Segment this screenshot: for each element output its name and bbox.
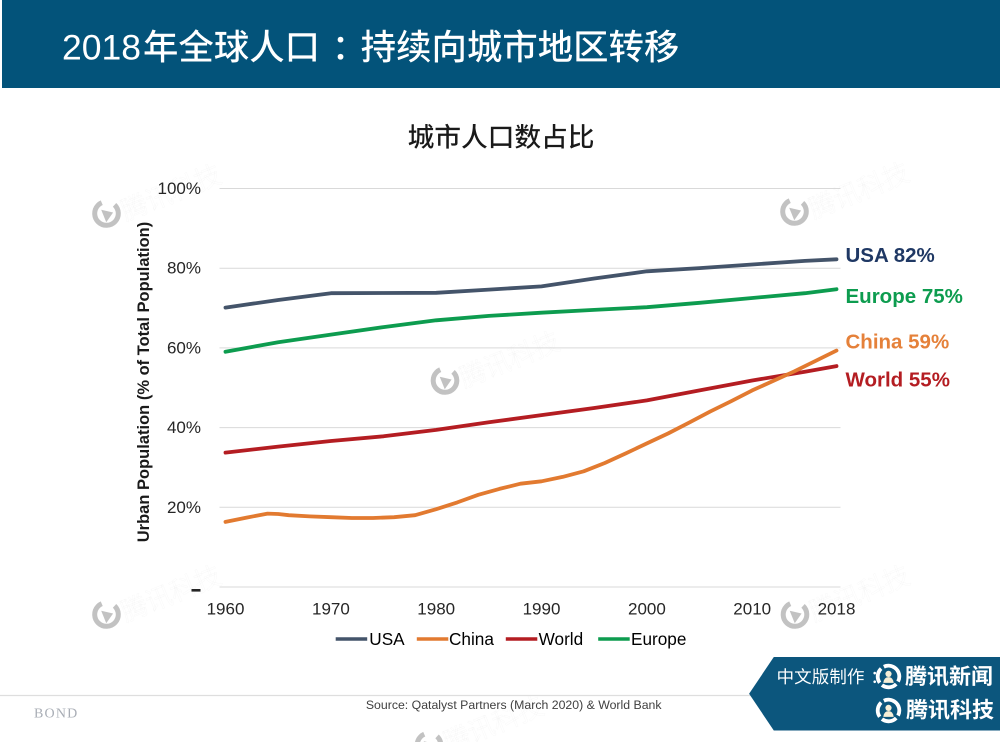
svg-text:1960: 1960 [207, 600, 245, 619]
svg-text:World 55%: World 55% [846, 369, 950, 392]
svg-text:USA 82%: USA 82% [846, 244, 935, 267]
svg-text:60%: 60% [167, 338, 201, 357]
svg-text:China: China [449, 629, 494, 649]
svg-text:Source: Qatalyst Partners (Mar: Source: Qatalyst Partners (March 2020) &… [366, 698, 663, 712]
svg-text:1980: 1980 [417, 600, 455, 619]
svg-text:80%: 80% [167, 259, 201, 278]
svg-text:1970: 1970 [312, 600, 350, 619]
svg-text:2010: 2010 [733, 600, 771, 619]
svg-text:2018: 2018 [818, 600, 856, 619]
svg-text:World: World [539, 629, 584, 649]
svg-text:BOND: BOND [34, 707, 78, 722]
svg-text:2018: 2018 [62, 28, 141, 68]
svg-text:40%: 40% [167, 418, 201, 437]
svg-text:1990: 1990 [523, 600, 561, 619]
svg-text:2000: 2000 [628, 600, 666, 619]
svg-text:China 59%: China 59% [846, 331, 950, 354]
svg-text:Europe: Europe [631, 629, 686, 649]
svg-text:Europe 75%: Europe 75% [846, 285, 963, 308]
svg-text:USA: USA [369, 629, 405, 649]
svg-text:100%: 100% [158, 179, 201, 198]
svg-text:20%: 20% [167, 498, 201, 517]
svg-text:Urban Population (% of Total P: Urban Population (% of Total Population) [135, 222, 153, 543]
